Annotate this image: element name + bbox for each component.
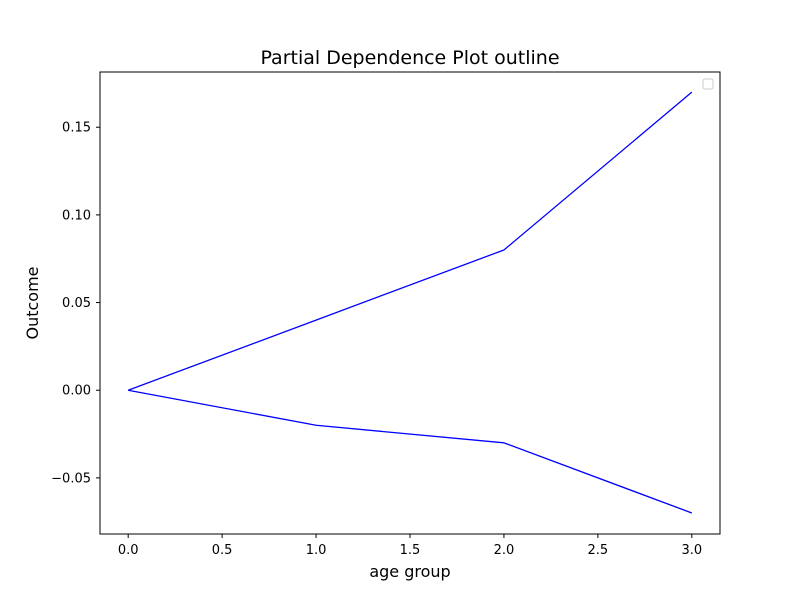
x-tick-label: 1.5 bbox=[400, 543, 421, 558]
legend-box bbox=[702, 78, 714, 90]
x-tick-label: 2.0 bbox=[494, 543, 515, 558]
y-tick-label: 0.05 bbox=[62, 296, 91, 311]
series-line-1 bbox=[127, 91, 693, 391]
y-tick-label: −0.05 bbox=[51, 471, 91, 486]
y-axis: −0.05 0.00 0.05 0.10 0.15 bbox=[51, 121, 100, 486]
chart-title: Partial Dependence Plot outline bbox=[260, 47, 559, 69]
y-axis-title: Outcome bbox=[23, 266, 42, 339]
x-tick-label: 0.5 bbox=[212, 543, 233, 558]
x-tick-label: 2.5 bbox=[588, 543, 609, 558]
y-tick-label: 0.00 bbox=[62, 384, 91, 399]
y-tick-label: 0.15 bbox=[62, 121, 91, 136]
series-layer bbox=[127, 91, 693, 514]
series-line-2 bbox=[128, 389, 693, 514]
y-tick-label: 0.10 bbox=[62, 208, 91, 223]
x-axis-title: age group bbox=[369, 562, 450, 581]
x-tick-label: 3.0 bbox=[681, 543, 702, 558]
x-tick-label: 0.0 bbox=[118, 543, 139, 558]
x-tick-label: 1.0 bbox=[306, 543, 327, 558]
x-axis: 0.0 0.5 1.0 1.5 2.0 2.5 3.0 bbox=[118, 534, 702, 558]
